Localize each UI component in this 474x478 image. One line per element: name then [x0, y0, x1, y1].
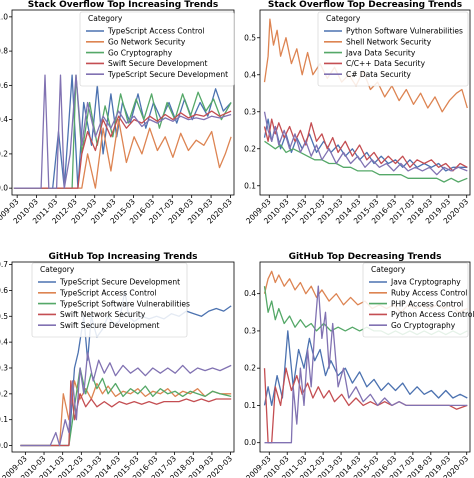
chart-4-title: GitHub Top Decreasing Trends: [289, 252, 442, 262]
chart-2-legend-label-2: Shell Network Security: [346, 38, 432, 47]
chart-2-legend-label-1: Python Software Vulnerabilities: [346, 27, 463, 36]
chart-4-series-1: [263, 330, 468, 407]
chart-3-legend-label-2: TypeScript Access Control: [59, 289, 157, 298]
chart-1-legend-label-2: Go Network Security: [108, 38, 186, 47]
chart-1-ytick-3: 0.4: [0, 115, 8, 124]
chart-1-legend-title: Category: [88, 14, 123, 23]
chart-1-legend-box: [79, 11, 235, 87]
chart-3-ytick-1: 0.0: [0, 441, 8, 450]
chart-2-series-1: [263, 118, 468, 172]
chart-3-legend-label-4: Swift Network Security: [60, 310, 146, 319]
chart-2: Stack Overflow Top Decreasing Trends 0.1 0…: [244, 0, 471, 226]
chart-1-legend: Category TypeScript Access Control Go Netw…: [79, 11, 235, 87]
chart-4-legend-label-3: PHP Access Control: [391, 299, 463, 308]
chart-3-ytick-5: 0.4: [0, 338, 8, 347]
chart-2-series-3: [264, 140, 468, 183]
chart-1-series-1: [13, 74, 232, 189]
chart-3-series-2: [20, 380, 232, 447]
chart-4-ytick-4: 0.3: [244, 326, 256, 335]
chart-1-ytick-4: 0.6: [0, 81, 8, 90]
chart-1-legend-label-4: Swift Secure Development: [108, 59, 208, 68]
chart-2-ytick-2: 0.2: [244, 144, 256, 153]
chart-3-legend-title: Category: [40, 265, 75, 274]
chart-3-series-3: [20, 367, 232, 447]
chart-2-legend: Category Python Software Vulnerabilities S…: [317, 11, 469, 87]
chart-2-legend-label-4: C/C++ Data Security: [346, 59, 426, 68]
chart-3-legend: Category TypeScript Secure Development Typ…: [31, 262, 190, 338]
chart-1-ytick-5: 0.8: [0, 47, 8, 56]
chart-3-series-5: [20, 351, 232, 447]
chart-3-series-4: [20, 380, 232, 447]
chart-4-ytick-5: 0.4: [244, 289, 256, 298]
chart-1-legend-label-1: TypeScript Access Control: [107, 27, 205, 36]
chart-2-legend-label-5: C# Data Security: [346, 70, 412, 79]
chart-2-title: Stack Overflow Top Decreasing Trends: [268, 0, 462, 10]
chart-3-ytick-4: 0.3: [0, 363, 8, 372]
chart-2-ytick-3: 0.3: [244, 107, 256, 116]
chart-1: Stack Overflow Top Increasing Trends 0.0 0…: [0, 0, 235, 226]
chart-4-legend: Category Java Cryptography Ruby Access Con…: [362, 262, 474, 338]
chart-1-series-2: [13, 118, 232, 189]
chart-1-frame: [11, 9, 235, 196]
chart-3-frame: [11, 261, 235, 453]
chart-1-ytick-6: 1.0: [0, 12, 8, 21]
chart-1-legend-label-5: TypeScript Secure Development: [107, 70, 228, 79]
chart-4-ytick-2: 0.1: [244, 401, 256, 410]
chart-1-title: Stack Overflow Top Increasing Trends: [28, 0, 218, 10]
chart-3-ytick-8: 0.7: [0, 260, 8, 269]
chart-3: GitHub Top Increasing Trends 0.0 0.1 0.2 0.3…: [0, 252, 235, 478]
chart-4-ytick-3: 0.2: [244, 364, 256, 373]
chart-1-legend-label-3: Go Cryptography: [108, 48, 173, 57]
chart-1-series-3: [13, 74, 232, 189]
chart-1-series-4: [13, 110, 232, 189]
chart-3-ytick-6: 0.5: [0, 312, 8, 321]
chart-3-legend-box: [31, 262, 188, 338]
chart-1-ytick-1: 0.0: [0, 184, 8, 193]
chart-4-ytick-1: 0.0: [244, 438, 256, 447]
chart-3-title: GitHub Top Increasing Trends: [48, 252, 197, 262]
chart-4-frame: [259, 261, 471, 453]
chart-2-legend-box: [317, 11, 469, 87]
chart-4: GitHub Top Decreasing Trends 0.0 0.1 0.2 0.3…: [244, 252, 474, 478]
chart-4-legend-label-2: Ruby Access Control: [391, 289, 467, 298]
chart-1-series-5: [13, 74, 232, 189]
chart-2-legend-title: Category: [326, 14, 361, 23]
chart-2-series-4: [263, 118, 468, 172]
chart-3-legend-label-3: TypeScript Software Vulnerabilities: [59, 299, 190, 308]
chart-3-ytick-3: 0.2: [0, 389, 8, 398]
chart-1-ytick-2: 0.2: [0, 149, 8, 158]
chart-2-ytick-1: 0.1: [244, 181, 256, 190]
chart-4-legend-title: Category: [371, 265, 406, 274]
chart-2-ytick-5: 0.5: [244, 33, 256, 42]
chart-3-legend-label-1: TypeScript Secure Development: [59, 278, 180, 287]
chart-4-legend-label-4: Python Access Control: [391, 310, 474, 319]
chart-3-ytick-7: 0.6: [0, 286, 8, 295]
chart-4-series-5: [264, 285, 468, 444]
chart-3-legend-label-5: Swift Secure Development: [60, 321, 160, 330]
chart-2-frame: [259, 9, 471, 196]
chart-3-ytick-2: 0.1: [0, 415, 8, 424]
chart-4-legend-label-1: Java Cryptography: [390, 278, 461, 287]
chart-4-legend-label-5: Go Cryptography: [391, 321, 456, 330]
chart-4-legend-box: [362, 262, 469, 338]
chart-2-ytick-4: 0.4: [244, 70, 256, 79]
chart-2-legend-label-3: Java Data Security: [345, 48, 416, 57]
chart-2-series-5: [263, 111, 468, 176]
